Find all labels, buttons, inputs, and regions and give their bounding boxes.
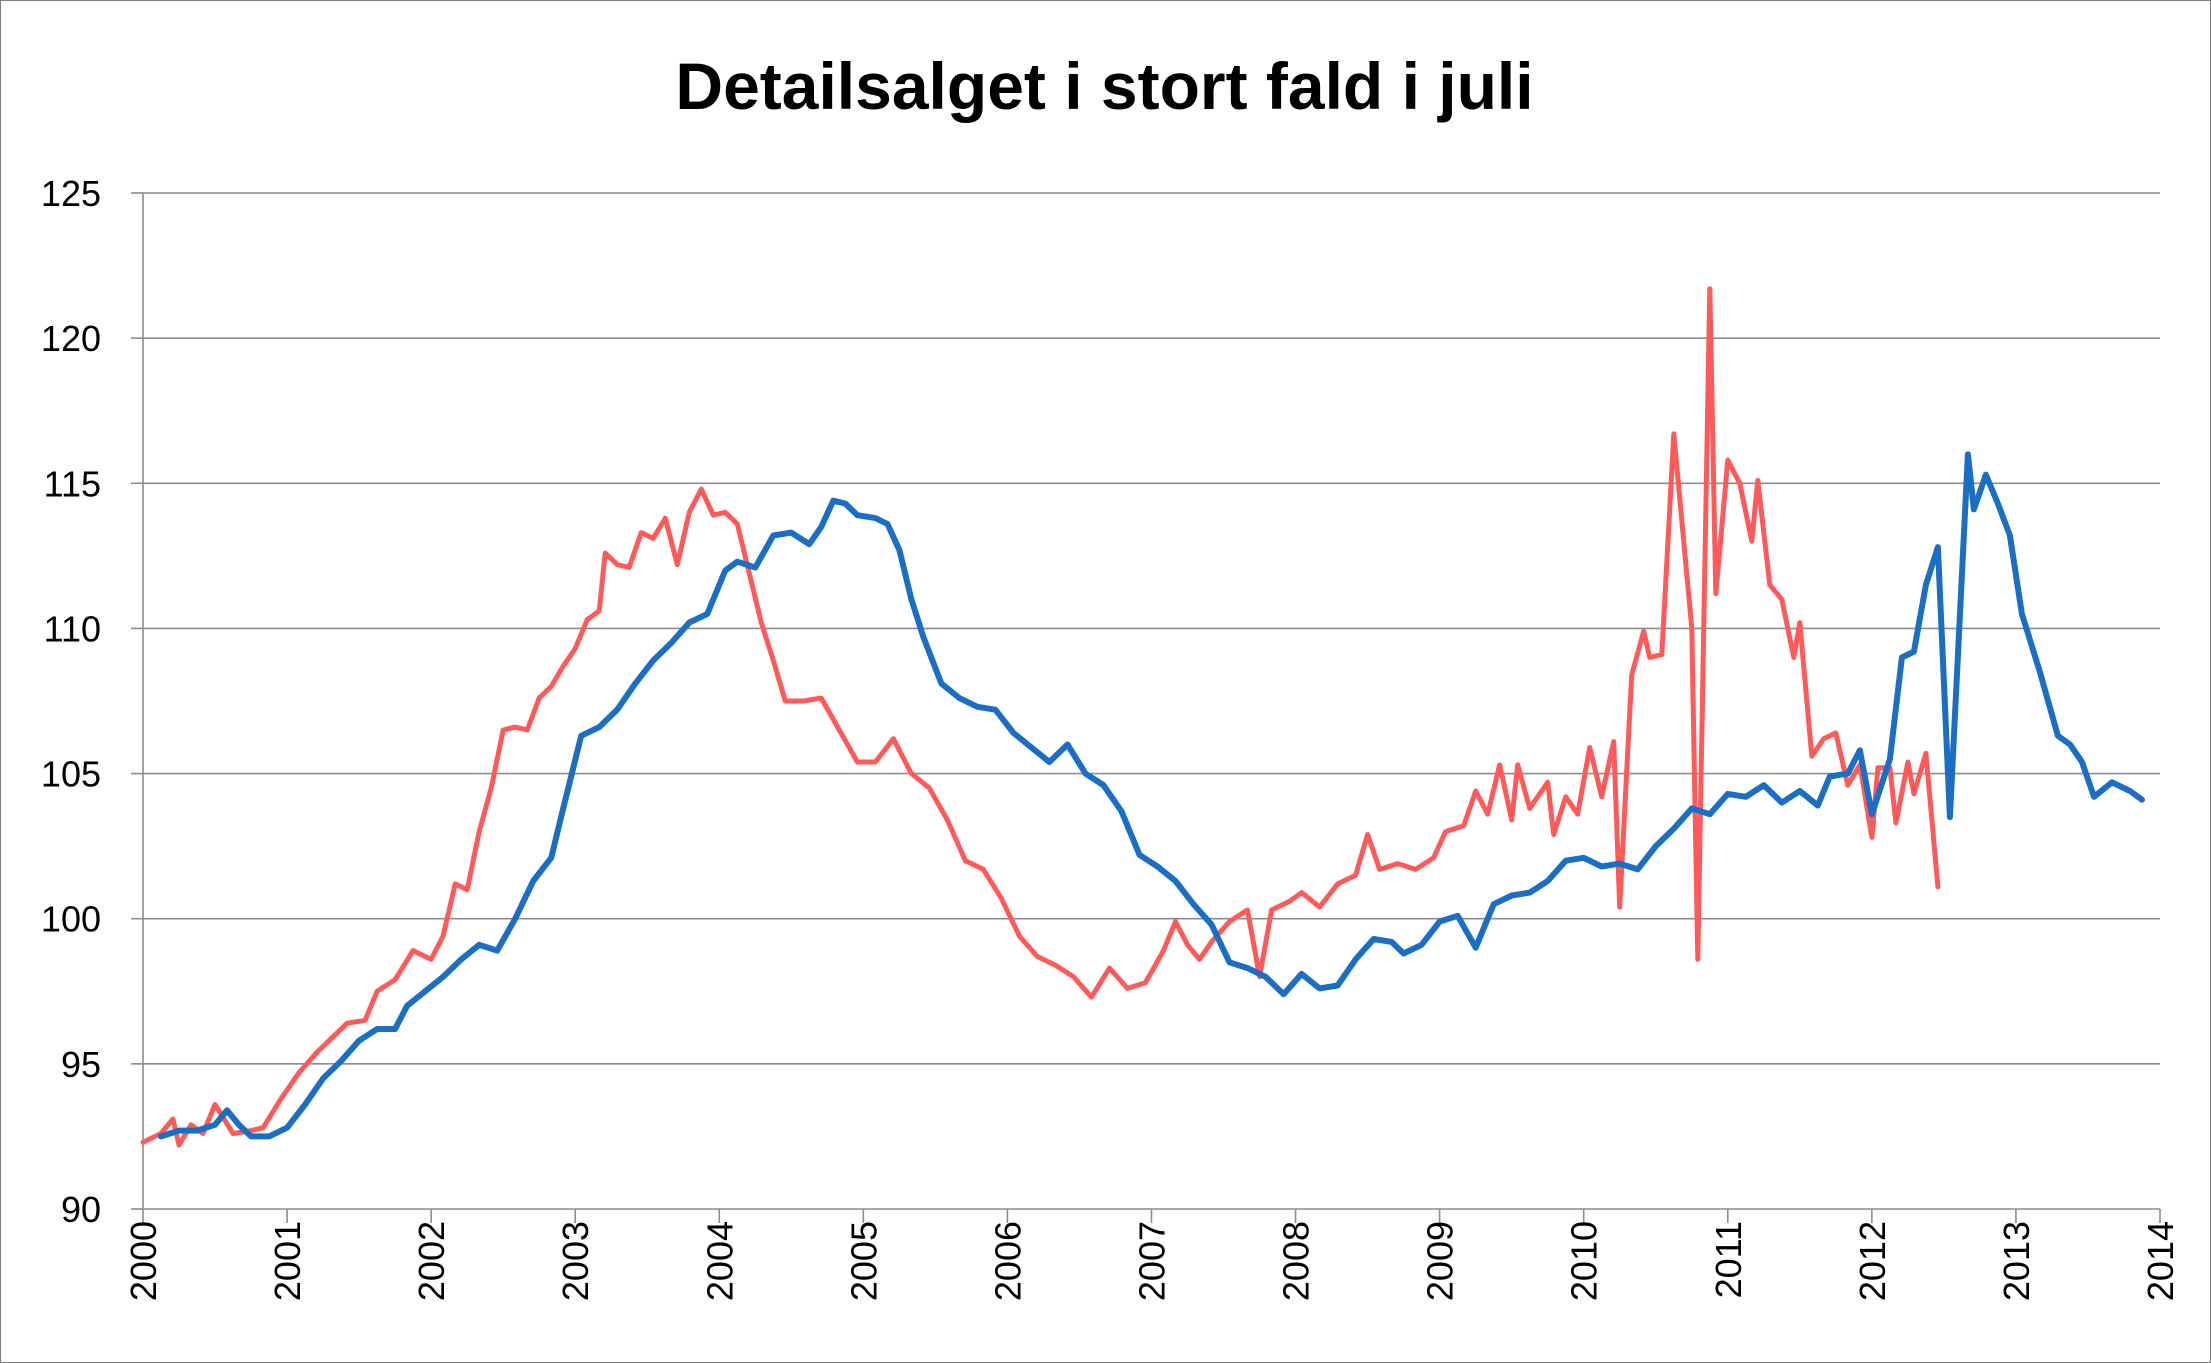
- y-tick-label: 115: [44, 463, 101, 504]
- x-tick-label: 2001: [267, 1221, 308, 1301]
- y-tick-label: 120: [41, 318, 101, 359]
- x-tick-label: 2008: [1276, 1221, 1317, 1301]
- grid-lines: [143, 192, 2160, 1065]
- y-tick-label: 110: [44, 608, 101, 649]
- y-tick-label: 105: [41, 754, 101, 795]
- chart-title: Detailsalget i stort fald i juli: [675, 49, 1534, 123]
- x-tick-label: 2005: [843, 1221, 884, 1301]
- x-tick-label: 2007: [1132, 1221, 1173, 1301]
- x-tick-label: 2006: [987, 1221, 1028, 1301]
- x-tick-label: 2013: [1996, 1221, 2037, 1301]
- x-tick-label: 2002: [411, 1221, 452, 1301]
- y-tick-label: 100: [41, 899, 101, 940]
- x-tick-label: 2012: [1852, 1221, 1893, 1301]
- y-tick-label: 125: [41, 173, 101, 214]
- series-layer: [140, 286, 2145, 1148]
- x-tick-label: 2011: [1708, 1221, 1749, 1298]
- series-line-2: [158, 451, 2145, 1140]
- y-tick-label: 95: [61, 1044, 101, 1085]
- y-tick-label: 90: [61, 1189, 101, 1230]
- axes: [131, 192, 2161, 1223]
- x-tick-label: 2000: [123, 1221, 164, 1301]
- x-tick-label: 2009: [1420, 1221, 1461, 1301]
- x-tick-label: 2004: [699, 1221, 740, 1301]
- tick-labels: 90 95 100 105 110 115 120 125 2000 2001 2002 2003 20…: [41, 173, 2181, 1301]
- x-tick-label: 2003: [555, 1221, 596, 1301]
- x-tick-label: 2010: [1564, 1221, 1605, 1301]
- x-tick-label: 2014: [2140, 1221, 2181, 1301]
- series-line-1: [140, 286, 1941, 1148]
